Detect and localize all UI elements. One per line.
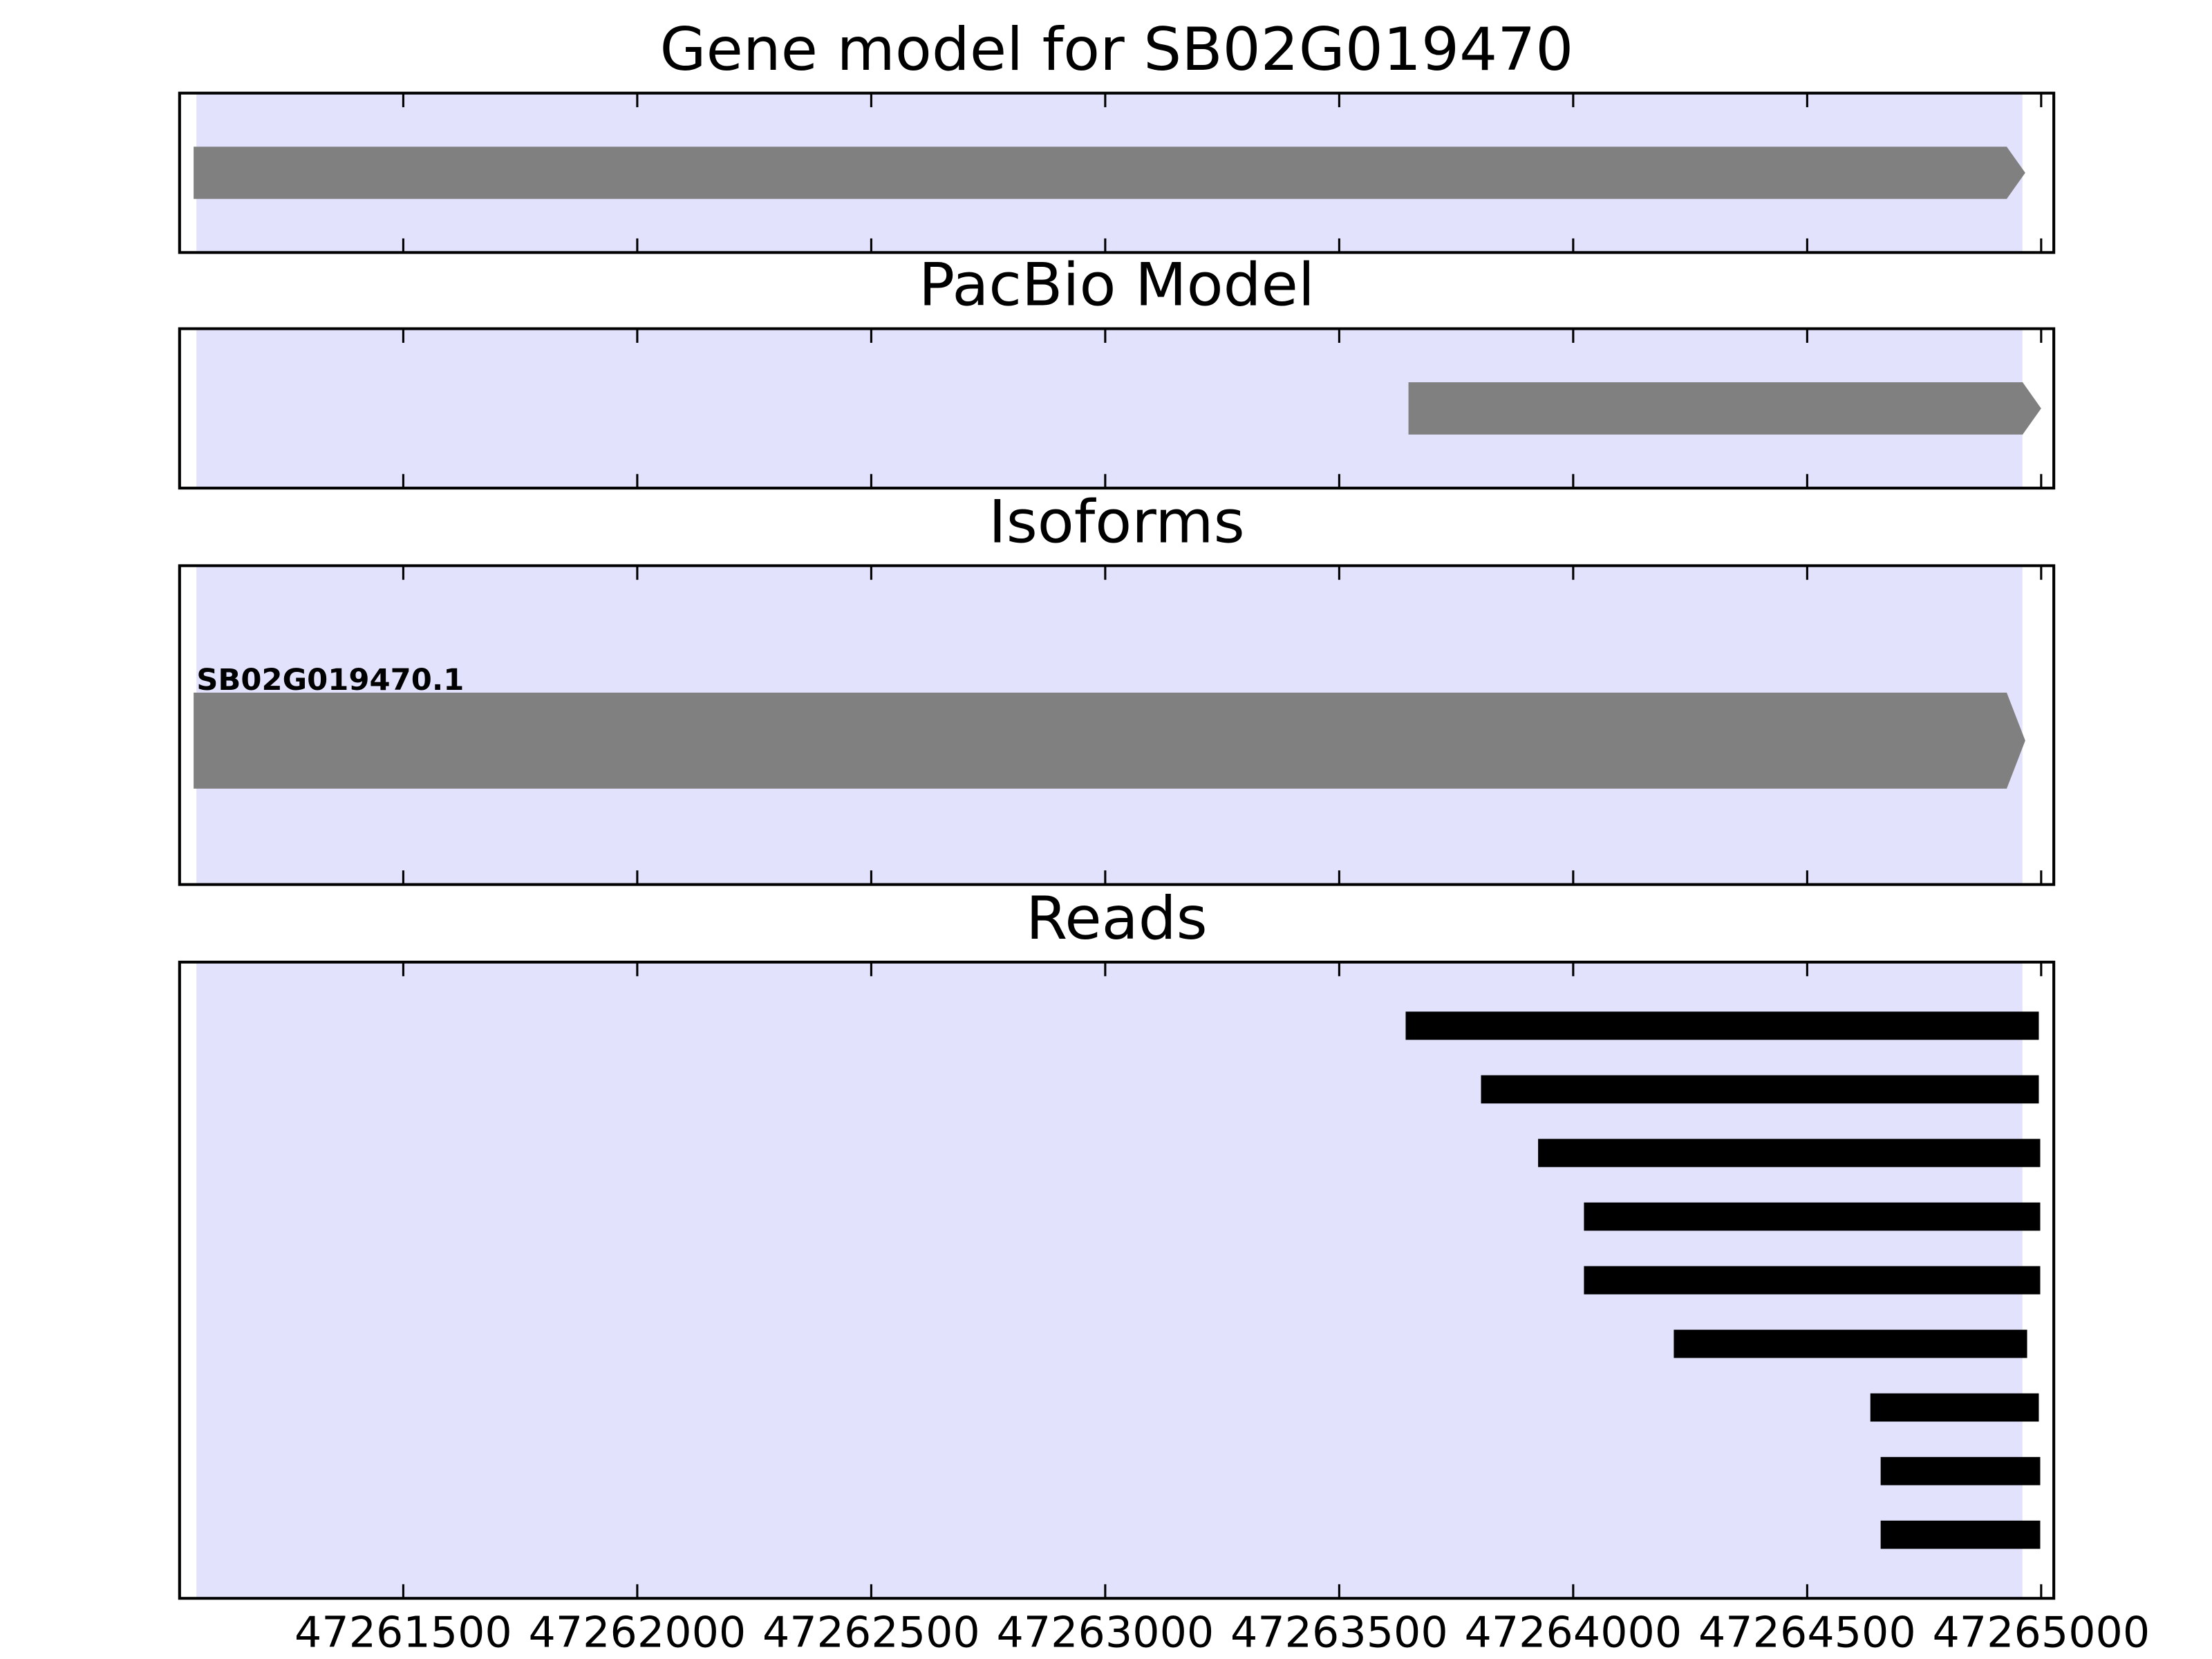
panel-frame <box>178 960 2056 1600</box>
read <box>1870 1393 2039 1422</box>
read <box>1405 1011 2039 1040</box>
panel-frame <box>178 91 2056 254</box>
panel-title: PacBio Model <box>919 251 1315 320</box>
read <box>1584 1202 2041 1231</box>
panel-title: Reads <box>1026 884 1208 953</box>
gene-feature <box>194 147 2025 199</box>
x-tick-label: 47264500 <box>1698 1608 1916 1658</box>
panel-frame <box>178 564 2056 886</box>
read <box>1481 1075 2039 1104</box>
panel-frame <box>178 327 2056 490</box>
read <box>1880 1520 2041 1549</box>
panel-title: Isoforms <box>988 488 1245 557</box>
read <box>1880 1456 2041 1485</box>
x-tick-label: 47263000 <box>996 1608 1214 1658</box>
read <box>1674 1329 2027 1358</box>
x-tick-label: 47262000 <box>528 1608 746 1658</box>
x-tick-label: 47265000 <box>1932 1608 2150 1658</box>
x-tick-label: 47263500 <box>1230 1608 1448 1658</box>
x-tick-label: 47264000 <box>1464 1608 1682 1658</box>
x-tick-label: 47261500 <box>294 1608 512 1658</box>
x-tick-label: 47262500 <box>762 1608 980 1658</box>
gene-feature <box>194 693 2025 789</box>
read <box>1584 1266 2041 1295</box>
panel-title: Gene model for SB02G019470 <box>660 15 1574 84</box>
isoform-label: SB02G019470.1 <box>196 663 464 697</box>
gene-feature <box>1408 382 2041 435</box>
read <box>1538 1138 2041 1168</box>
